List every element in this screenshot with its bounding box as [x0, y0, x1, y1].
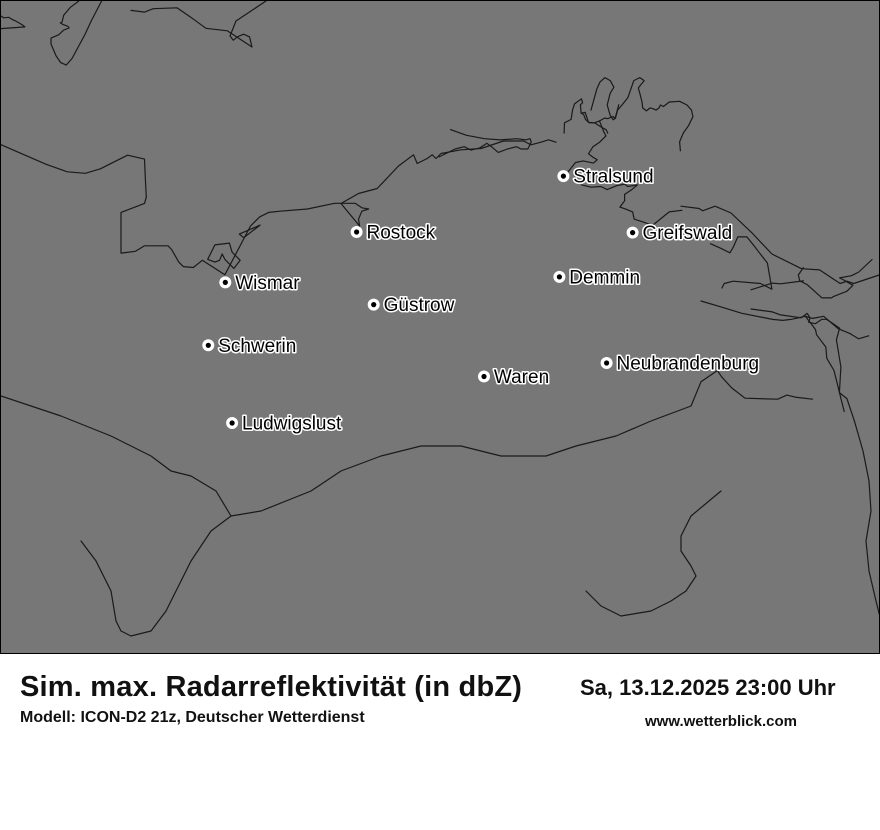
- svg-text:Waren: Waren: [494, 367, 549, 388]
- svg-text:Demmin: Demmin: [569, 267, 640, 288]
- svg-text:Rostock: Rostock: [367, 223, 436, 244]
- svg-text:Neubrandenburg: Neubrandenburg: [617, 354, 760, 375]
- svg-text:Schwerin: Schwerin: [218, 336, 296, 357]
- svg-text:Ludwigslust: Ludwigslust: [242, 414, 342, 435]
- svg-text:Greifswald: Greifswald: [643, 223, 733, 244]
- svg-text:Wismar: Wismar: [235, 273, 300, 294]
- svg-text:Stralsund: Stralsund: [573, 167, 653, 188]
- svg-text:Güstrow: Güstrow: [384, 295, 455, 316]
